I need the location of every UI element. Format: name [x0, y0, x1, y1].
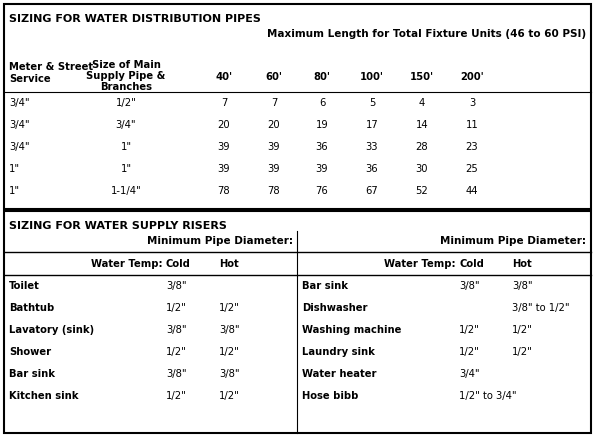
Text: Cold: Cold — [166, 259, 191, 269]
Text: 36: 36 — [316, 142, 328, 152]
Text: Water Temp:: Water Temp: — [92, 259, 163, 269]
Text: 23: 23 — [466, 142, 478, 152]
Text: 20: 20 — [218, 120, 230, 130]
Text: SIZING FOR WATER SUPPLY RISERS: SIZING FOR WATER SUPPLY RISERS — [9, 221, 227, 231]
Text: 1/2": 1/2" — [219, 347, 240, 357]
Text: Washing machine: Washing machine — [302, 325, 402, 335]
Text: Size of Main: Size of Main — [92, 60, 161, 70]
Text: 28: 28 — [416, 142, 428, 152]
Text: 3/4": 3/4" — [9, 98, 30, 108]
Text: 3/8": 3/8" — [166, 369, 187, 379]
Text: Supply Pipe &: Supply Pipe & — [86, 71, 165, 81]
Text: 52: 52 — [416, 186, 428, 196]
Text: 39: 39 — [218, 164, 230, 174]
Text: 60': 60' — [265, 72, 283, 82]
Text: 1/2": 1/2" — [166, 303, 187, 313]
Text: 1/2": 1/2" — [459, 325, 480, 335]
Text: 76: 76 — [315, 186, 328, 196]
Text: Bathtub: Bathtub — [9, 303, 54, 313]
Text: 78: 78 — [218, 186, 230, 196]
Text: Maximum Length for Total Fixture Units (46 to 60 PSI): Maximum Length for Total Fixture Units (… — [267, 29, 586, 39]
Text: 14: 14 — [416, 120, 428, 130]
Text: 20: 20 — [268, 120, 280, 130]
Bar — [4, 4, 591, 209]
Text: 3/8": 3/8" — [459, 281, 480, 291]
Text: 7: 7 — [271, 98, 277, 108]
Text: 39: 39 — [268, 142, 280, 152]
Text: 78: 78 — [268, 186, 280, 196]
Text: Toilet: Toilet — [9, 281, 40, 291]
Text: 33: 33 — [366, 142, 378, 152]
Text: Hose bibb: Hose bibb — [302, 391, 358, 401]
Text: Minimum Pipe Diameter:: Minimum Pipe Diameter: — [147, 236, 293, 246]
Text: Shower: Shower — [9, 347, 51, 357]
Text: Water Temp:: Water Temp: — [384, 259, 456, 269]
Text: 36: 36 — [366, 164, 378, 174]
Text: 150': 150' — [410, 72, 434, 82]
Text: 3/8": 3/8" — [166, 281, 187, 291]
Text: Bar sink: Bar sink — [9, 369, 55, 379]
Text: 1/2": 1/2" — [219, 391, 240, 401]
Text: Water heater: Water heater — [302, 369, 377, 379]
Text: 4: 4 — [419, 98, 425, 108]
Text: 3/4": 3/4" — [459, 369, 480, 379]
Text: Service: Service — [9, 74, 51, 84]
Text: 1": 1" — [9, 186, 20, 196]
Text: 11: 11 — [466, 120, 478, 130]
Text: 1": 1" — [9, 164, 20, 174]
Text: SIZING FOR WATER DISTRIBUTION PIPES: SIZING FOR WATER DISTRIBUTION PIPES — [9, 14, 261, 24]
Text: 100': 100' — [360, 72, 384, 82]
Text: 1/2": 1/2" — [219, 303, 240, 313]
Text: 3/8" to 1/2": 3/8" to 1/2" — [512, 303, 569, 313]
Text: 17: 17 — [365, 120, 378, 130]
Text: 5: 5 — [369, 98, 375, 108]
Text: 80': 80' — [314, 72, 330, 82]
Text: Minimum Pipe Diameter:: Minimum Pipe Diameter: — [440, 236, 586, 246]
Text: 1-1/4": 1-1/4" — [111, 186, 142, 196]
Text: 1/2": 1/2" — [512, 347, 533, 357]
Text: 6: 6 — [319, 98, 325, 108]
Text: 67: 67 — [365, 186, 378, 196]
Text: 39: 39 — [268, 164, 280, 174]
Text: 40': 40' — [215, 72, 233, 82]
Text: 44: 44 — [466, 186, 478, 196]
Text: 3/8": 3/8" — [166, 325, 187, 335]
Text: 1/2": 1/2" — [459, 347, 480, 357]
Text: 3: 3 — [469, 98, 475, 108]
Text: 30: 30 — [416, 164, 428, 174]
Text: Branches: Branches — [100, 82, 152, 92]
Text: 3/8": 3/8" — [512, 281, 533, 291]
Text: 3/8": 3/8" — [219, 369, 240, 379]
Text: 3/4": 3/4" — [9, 142, 30, 152]
Text: Hot: Hot — [512, 259, 532, 269]
Text: Hot: Hot — [219, 259, 239, 269]
Text: 1/2": 1/2" — [115, 98, 136, 108]
Text: 3/4": 3/4" — [115, 120, 136, 130]
Text: 1": 1" — [120, 164, 131, 174]
Text: 3/8": 3/8" — [219, 325, 240, 335]
Text: 7: 7 — [221, 98, 227, 108]
Text: 1/2": 1/2" — [166, 391, 187, 401]
Text: 1/2": 1/2" — [166, 347, 187, 357]
Text: 1/2": 1/2" — [512, 325, 533, 335]
Text: 1": 1" — [120, 142, 131, 152]
Bar — [4, 211, 591, 433]
Text: Laundry sink: Laundry sink — [302, 347, 375, 357]
Text: Dishwasher: Dishwasher — [302, 303, 368, 313]
Text: 3/4": 3/4" — [9, 120, 30, 130]
Text: 39: 39 — [218, 142, 230, 152]
Text: Lavatory (sink): Lavatory (sink) — [9, 325, 94, 335]
Text: 25: 25 — [466, 164, 478, 174]
Text: Bar sink: Bar sink — [302, 281, 348, 291]
Text: Kitchen sink: Kitchen sink — [9, 391, 79, 401]
Text: 1/2" to 3/4": 1/2" to 3/4" — [459, 391, 516, 401]
Text: Meter & Street: Meter & Street — [9, 62, 93, 72]
Text: 19: 19 — [315, 120, 328, 130]
Text: 39: 39 — [316, 164, 328, 174]
Text: 200': 200' — [460, 72, 484, 82]
Text: Cold: Cold — [459, 259, 484, 269]
